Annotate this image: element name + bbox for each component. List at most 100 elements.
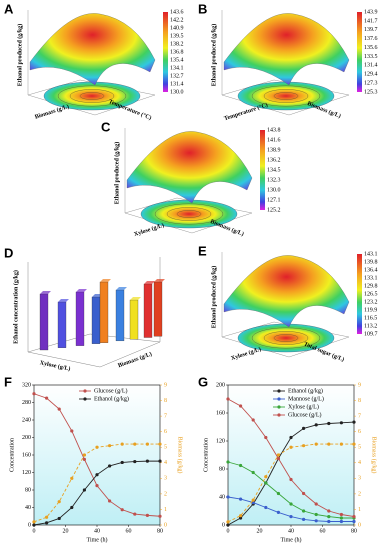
legend-label: Glucose (g/L)	[288, 411, 322, 418]
data-point	[339, 421, 343, 425]
colorbar-label: 130.0	[170, 89, 184, 95]
data-point	[57, 516, 61, 521]
colorbar-label: 125.3	[364, 89, 378, 95]
legend-marker	[277, 405, 281, 409]
y-tick-label: 80	[219, 466, 225, 472]
y-tick-label: 200	[216, 382, 225, 388]
contour-line	[263, 89, 309, 103]
z-axis-label: Ethanol concentration (g/kg)	[12, 270, 19, 344]
x-axis-label: Xylose (g/L)	[230, 346, 262, 362]
colorbar-label: 138.9	[267, 147, 281, 153]
contour-line	[154, 203, 224, 225]
colorbar-label: 131.4	[364, 63, 378, 69]
colorbar-label: 125.2	[267, 207, 281, 213]
bar-3d	[91, 296, 101, 344]
bar-3d	[99, 281, 109, 343]
data-point	[133, 459, 137, 464]
colorbar-label: 133.5	[364, 54, 378, 60]
data-point	[327, 509, 331, 513]
data-point	[95, 445, 99, 449]
bar-3d	[129, 299, 139, 340]
data-point	[289, 445, 293, 449]
data-point	[226, 460, 230, 464]
data-point	[314, 502, 318, 506]
data-point	[239, 497, 243, 501]
colorbar-label: 135.4	[170, 57, 184, 63]
data-point	[57, 500, 61, 504]
data-point	[276, 456, 280, 461]
data-point	[239, 516, 243, 520]
colorbar-label: 129.8	[364, 283, 378, 289]
colorbar-label: 127.3	[364, 80, 378, 86]
y2-tick-label: 5	[164, 445, 167, 451]
colorbar-label: 126.5	[364, 291, 378, 297]
colorbar-label: 119.9	[364, 307, 377, 313]
y2-tick-label: 4	[358, 460, 361, 466]
data-point	[302, 444, 306, 448]
y-tick-label: 40	[219, 494, 225, 500]
y2-tick-label: 3	[358, 476, 361, 482]
colorbar-label: 116.5	[364, 315, 377, 321]
contour-line	[251, 85, 321, 107]
colorbar-label: 127.1	[267, 197, 281, 203]
legend-label: Glucose (g/L)	[94, 387, 128, 394]
data-point	[327, 421, 331, 426]
colorbar-label: 137.6	[364, 36, 378, 42]
bar-3d	[75, 291, 85, 346]
bar-3d-top	[76, 289, 87, 292]
response-surface	[223, 255, 350, 328]
data-point	[239, 404, 243, 408]
data-point	[327, 442, 331, 446]
y2-tick-label: 6	[164, 429, 167, 435]
data-point	[302, 491, 306, 496]
data-point	[264, 435, 268, 440]
colorbar-label: 141.6	[267, 137, 281, 143]
colorbar-label: 113.2	[364, 323, 377, 329]
z-axis-label: Ethanol produced (g/kg)	[210, 24, 217, 87]
colorbar	[260, 130, 265, 210]
data-point	[95, 484, 99, 488]
y2-tick-label: 9	[164, 382, 167, 388]
colorbar-label: 140.9	[170, 25, 184, 31]
data-point	[82, 453, 86, 457]
legend-marker	[277, 389, 281, 393]
bar-3d-top	[144, 281, 155, 284]
legend-marker	[83, 389, 87, 393]
colorbar-label: 138.2	[170, 41, 184, 47]
panel-label: B	[198, 1, 207, 16]
data-point	[82, 488, 86, 492]
data-point	[352, 515, 356, 519]
bar-3d	[39, 293, 49, 351]
x-axis-label: Biomass (g/L)	[34, 103, 70, 121]
data-point	[339, 442, 343, 446]
data-point	[120, 508, 124, 512]
data-point	[276, 491, 280, 496]
colorbar-label: 109.7	[364, 331, 378, 337]
data-point	[276, 510, 280, 514]
data-point	[120, 442, 124, 446]
colorbar-label: 134.5	[267, 167, 281, 173]
bar3d-panel: D Ethanol concentration (g/kg) Xylose (g/L…	[4, 245, 165, 373]
colorbar-label: 136.2	[267, 157, 281, 163]
colorbar	[357, 254, 362, 334]
x-axis-label: Xylose (g/L)	[39, 359, 71, 372]
y-tick-label: 120	[216, 438, 225, 444]
contour-line	[273, 334, 299, 342]
data-point	[239, 463, 243, 468]
panel-label: A	[4, 1, 14, 16]
data-point	[226, 397, 230, 401]
colorbar-label: 132.3	[267, 177, 281, 183]
line-chart: 0 20 40 60 800408012016020024028032001234567…	[4, 374, 184, 543]
y2-tick-label: 2	[164, 491, 167, 497]
colorbar-label: 129.4	[364, 72, 378, 78]
contour-line	[57, 85, 127, 107]
y-tick-label: 160	[216, 410, 225, 416]
y2-tick-label: 0	[358, 522, 361, 528]
x-tick-label: 0	[33, 528, 36, 534]
z-axis-label: Ethanol produced (g/kg)	[210, 266, 217, 329]
data-point	[158, 459, 162, 463]
y-tick-label: 320	[22, 382, 31, 388]
